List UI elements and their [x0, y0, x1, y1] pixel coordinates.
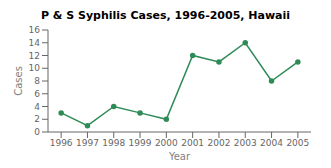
svg-text:12: 12	[29, 51, 40, 61]
svg-text:8: 8	[34, 76, 40, 86]
html-text:P & S Syphilis Cases, 1996-200: P & S Syphilis Cases, 1996-2005, Hawaii	[40, 9, 291, 22]
svg-text:1998: 1998	[102, 138, 125, 148]
svg-text:2001: 2001	[181, 138, 204, 148]
svg-text:16: 16	[29, 25, 41, 35]
svg-text:10: 10	[29, 63, 41, 73]
svg-text:1997: 1997	[76, 138, 99, 148]
svg-text:6: 6	[34, 89, 40, 99]
svg-text:2000: 2000	[155, 138, 178, 148]
svg-text:1996: 1996	[50, 138, 73, 148]
svg-text:Year: Year	[168, 151, 191, 160]
svg-text:2003: 2003	[234, 138, 257, 148]
svg-text:2005: 2005	[286, 138, 309, 148]
svg-text:4: 4	[34, 102, 40, 112]
svg-text:2: 2	[34, 114, 40, 124]
svg-text:14: 14	[29, 38, 41, 48]
svg-text:Cases: Cases	[13, 66, 24, 96]
svg-text:2004: 2004	[260, 138, 283, 148]
svg-text:0: 0	[34, 127, 40, 137]
svg-text:1999: 1999	[129, 138, 152, 148]
svg-text:2002: 2002	[207, 138, 230, 148]
